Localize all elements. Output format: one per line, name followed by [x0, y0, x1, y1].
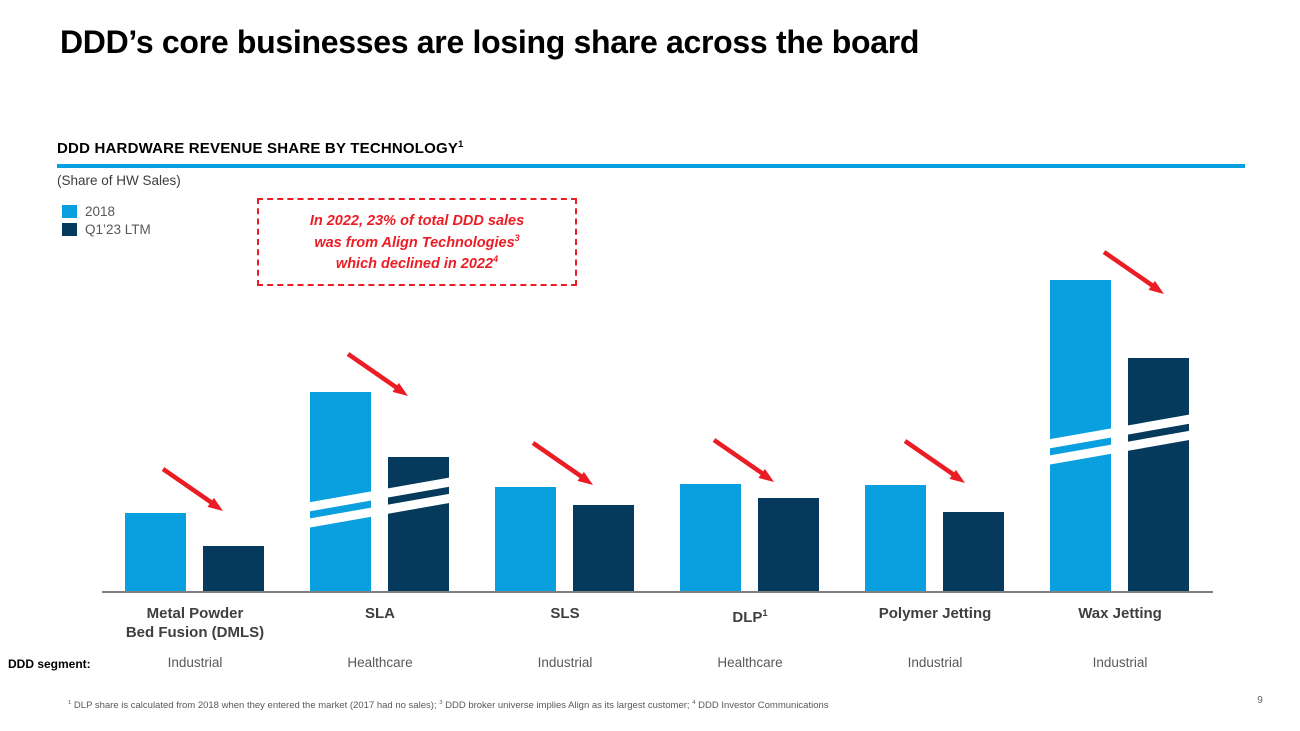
segment-label-polymer-jetting: Industrial — [907, 655, 963, 670]
bar-q123-ltm-metal-powder-bed-fusion-dmls — [203, 545, 264, 591]
callout-line-1: In 2022, 23% of total DDD sales — [309, 213, 525, 229]
callout-footnote-marker-4: 4 — [493, 253, 499, 264]
decline-arrow-polymer-jetting — [901, 437, 971, 489]
chart-legend: 2018 Q1’23 LTM — [62, 202, 151, 238]
legend-item-q123-ltm: Q1’23 LTM — [62, 220, 151, 238]
chart-subtitle: (Share of HW Sales) — [57, 173, 181, 188]
chart-title-text: DDD HARDWARE REVENUE SHARE BY TECHNOLOGY — [57, 140, 459, 157]
bar-2018-sla — [310, 391, 371, 591]
align-callout-box: In 2022, 23% of total DDD sales was from… — [257, 198, 577, 286]
chart-title-footnote-marker: 1 — [458, 139, 464, 149]
bar-q123-ltm-wax-jetting — [1128, 357, 1189, 591]
legend-label-q123-ltm: Q1’23 LTM — [85, 221, 151, 237]
bar-q123-ltm-dlp — [758, 497, 819, 591]
decline-arrow-dlp — [710, 436, 780, 488]
category-label-polymer-jetting: Polymer Jetting — [878, 605, 992, 622]
category-label-wax-jetting: Wax Jetting — [1078, 605, 1162, 622]
legend-label-2018: 2018 — [85, 203, 116, 219]
bar-2018-polymer-jetting — [865, 485, 926, 591]
page-number: 9 — [1257, 695, 1263, 706]
decline-arrow-sla — [344, 350, 414, 402]
decline-arrow-wax-jetting — [1100, 248, 1170, 300]
segment-label-metal-powder-bed-fusion-dmls: Industrial — [167, 655, 223, 670]
segment-label-wax-jetting: Industrial — [1092, 655, 1148, 670]
bar-2018-metal-powder-bed-fusion-dmls — [125, 513, 186, 591]
callout-footnote-marker-3: 3 — [514, 232, 520, 243]
slide-title: DDD’s core businesses are losing share a… — [60, 24, 920, 60]
decline-arrow-metal-powder-bed-fusion-dmls — [159, 465, 229, 517]
legend-swatch-2018 — [62, 204, 77, 218]
footnote: 1 DLP share is calculated from 2018 when… — [68, 700, 829, 712]
segment-row-caption: DDD segment: — [8, 657, 91, 671]
segment-label-dlp: Healthcare — [717, 655, 783, 670]
legend-swatch-q123-ltm — [62, 222, 77, 236]
x-axis-line — [102, 591, 1213, 593]
category-label-sla: SLA — [365, 605, 395, 622]
bar-2018-sls — [495, 486, 556, 591]
segment-label-sla: Healthcare — [347, 655, 413, 670]
header-accent-rule — [57, 164, 1245, 168]
callout-line-3: which declined in 20224 — [335, 253, 499, 272]
category-label-metal-powder-bed-fusion-dmls: Metal Powder Bed Fusion (DMLS) — [125, 605, 265, 641]
decline-arrow-sls — [529, 439, 599, 491]
bar-q123-ltm-sls — [573, 505, 634, 591]
bar-q123-ltm-polymer-jetting — [943, 511, 1004, 591]
category-label-dlp: DLP1 — [732, 608, 768, 626]
category-label-sls: SLS — [550, 605, 580, 622]
segment-label-sls: Industrial — [537, 655, 593, 670]
chart-header: DDD HARDWARE REVENUE SHARE BY TECHNOLOGY… — [57, 139, 1245, 188]
legend-item-2018: 2018 — [62, 202, 151, 220]
bar-2018-dlp — [680, 483, 741, 591]
chart-title: DDD HARDWARE REVENUE SHARE BY TECHNOLOGY… — [57, 139, 1245, 157]
bar-q123-ltm-sla — [388, 457, 449, 591]
callout-line-2: was from Align Technologies3 — [314, 232, 520, 251]
